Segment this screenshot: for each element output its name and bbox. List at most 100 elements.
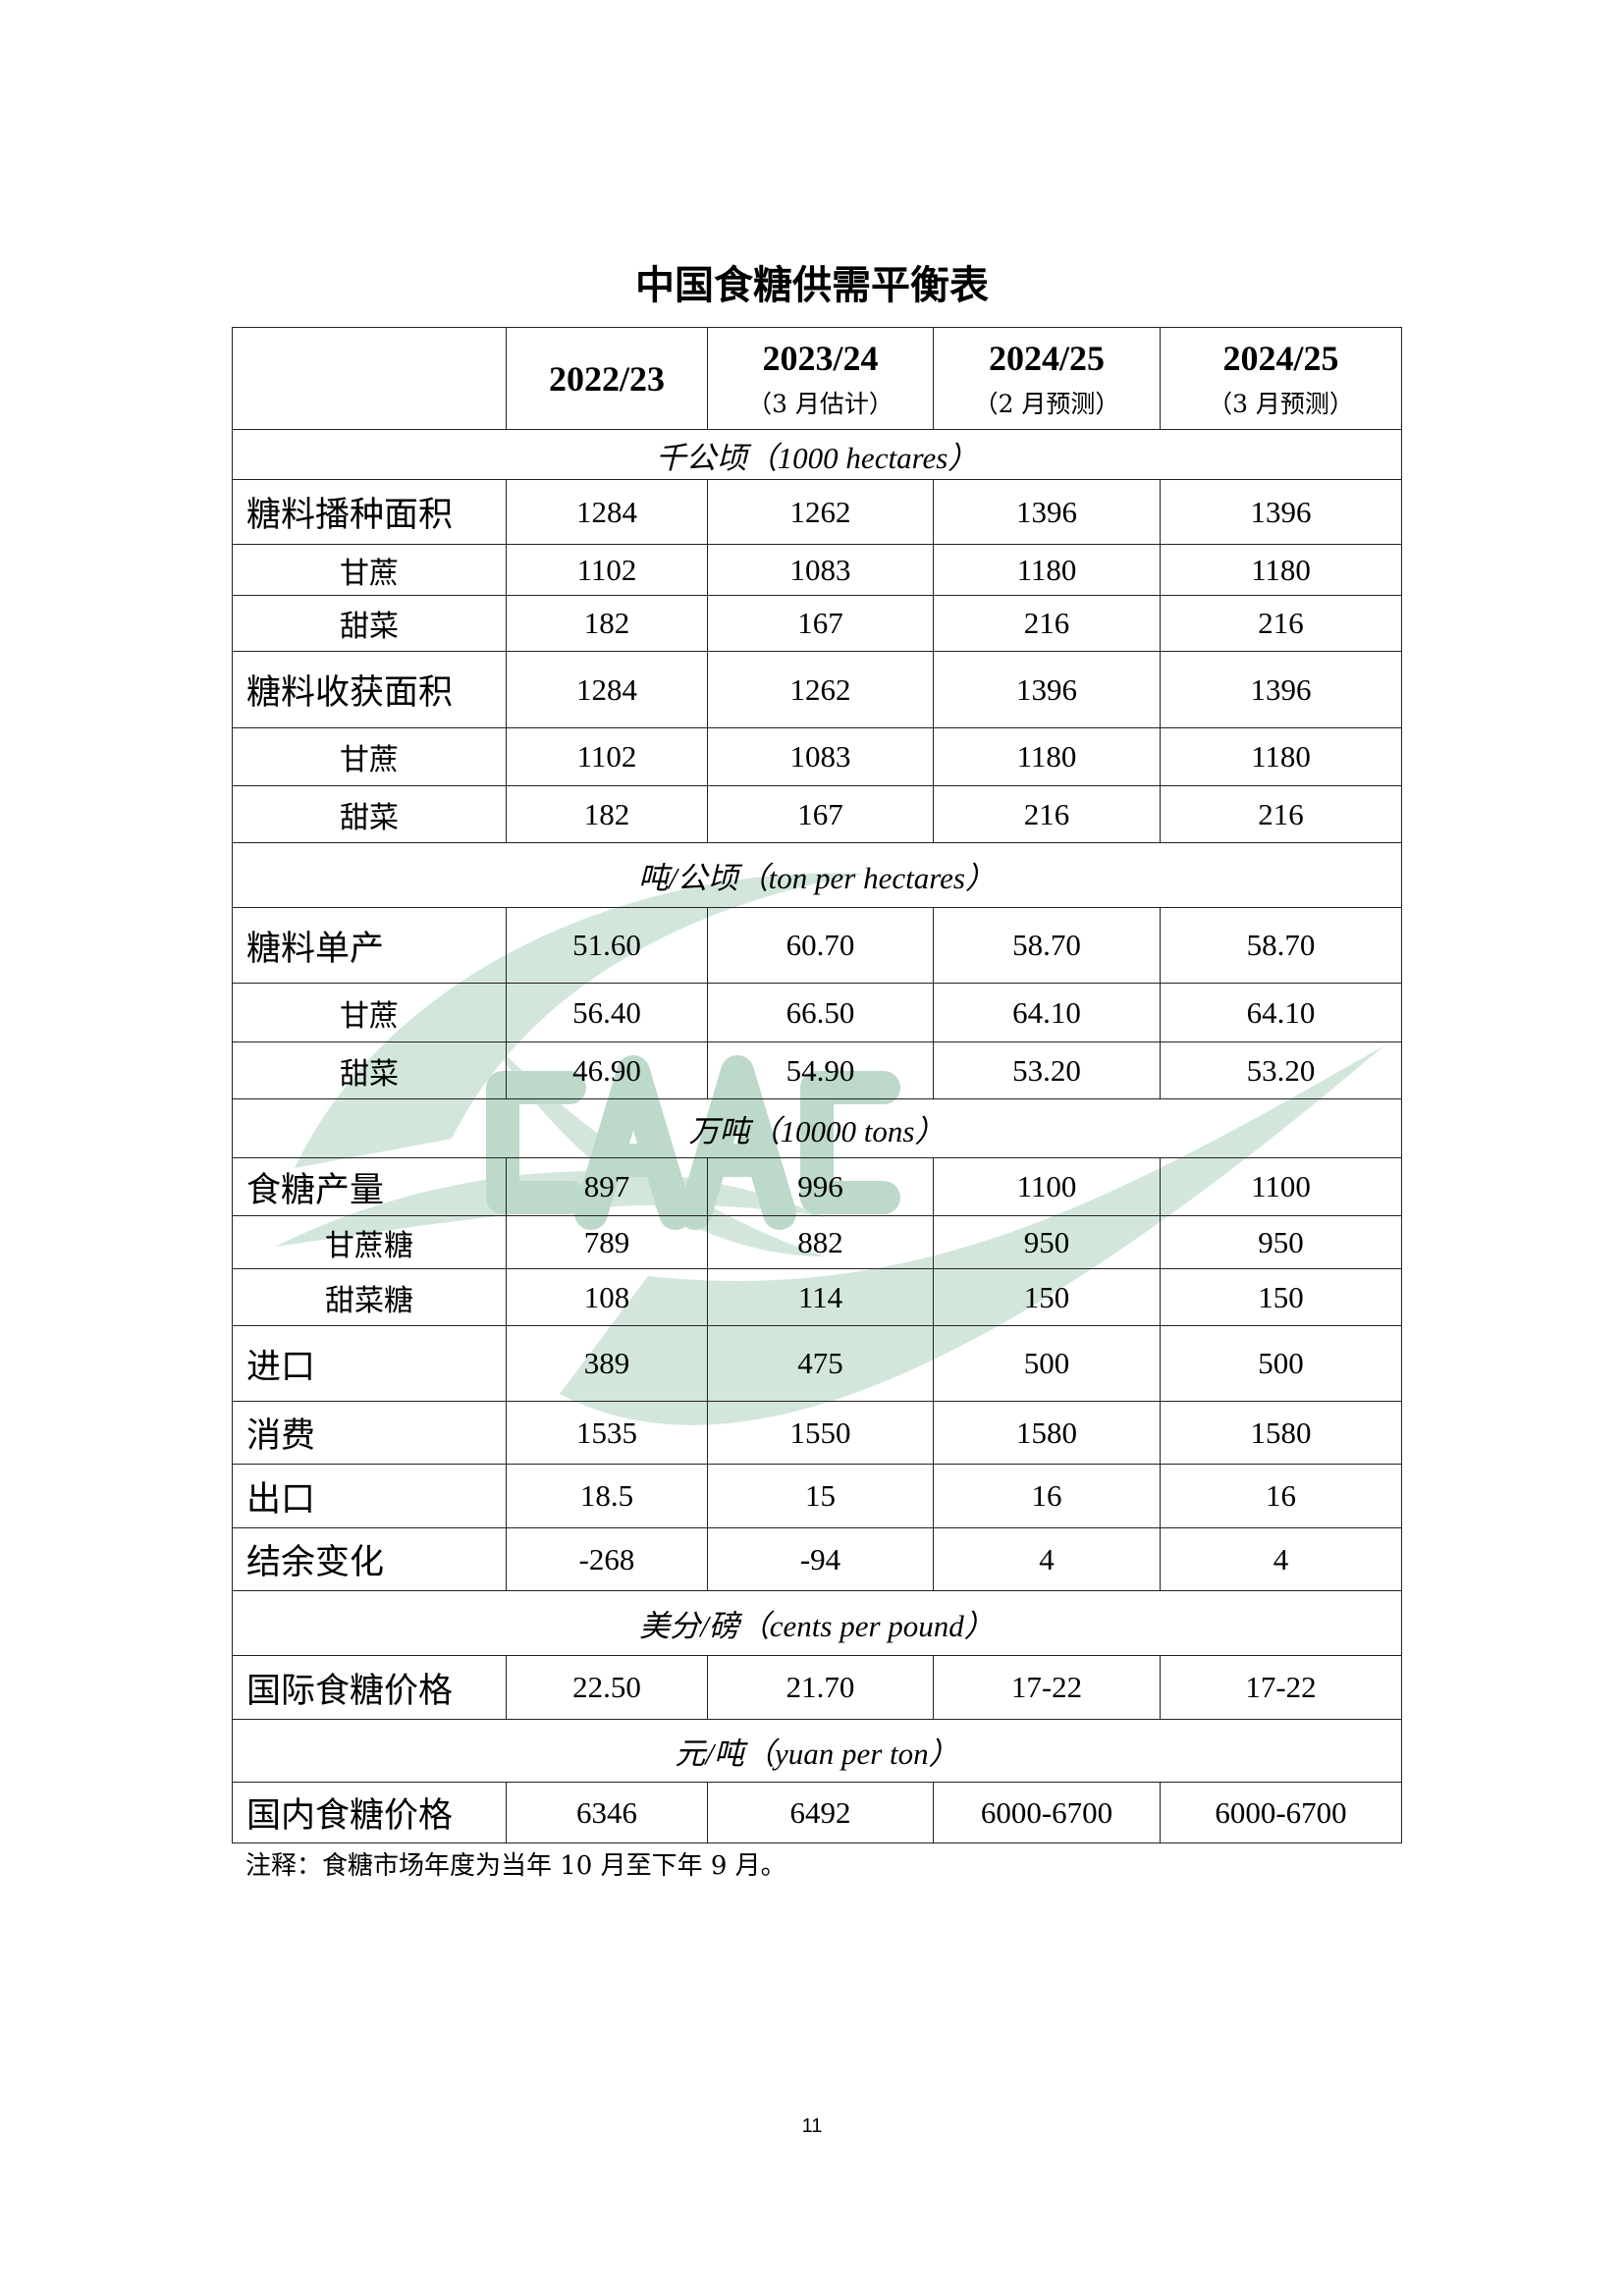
page-title: 中国食糖供需平衡表 (635, 263, 989, 308)
value-cell: -94 (707, 1527, 934, 1591)
value-cell: 1180 (1160, 544, 1402, 596)
value-cell: 21.70 (707, 1655, 934, 1720)
value-cell: 64.10 (1160, 983, 1402, 1042)
value-cell: 500 (933, 1325, 1161, 1402)
row-label: 国际食糖价格 (232, 1655, 507, 1720)
table-note: 注释：食糖市场年度为当年 10 月至下年 9 月。 (245, 1851, 786, 1881)
row-label: 甘蔗 (232, 544, 507, 596)
value-cell: 789 (506, 1215, 708, 1269)
value-cell: 114 (707, 1268, 934, 1326)
value-cell: 1396 (933, 651, 1161, 728)
table-row: 甘蔗 1102 1083 1180 1180 (232, 727, 1402, 786)
value-cell: 475 (707, 1325, 934, 1402)
unit-row: 千公顷（1000 hectares） (232, 429, 1402, 480)
row-label: 甜菜 (232, 595, 507, 652)
value-cell: 1284 (506, 479, 708, 545)
value-cell: 389 (506, 1325, 708, 1402)
unit-label: 元/吨（yuan per ton） (232, 1719, 1402, 1783)
column-header: 2024/25 （2 月预测） (933, 327, 1161, 430)
column-header: 2023/24 （3 月估计） (707, 327, 934, 430)
row-label: 甜菜 (232, 1041, 507, 1099)
value-cell: 1396 (1160, 651, 1402, 728)
sugar-balance-table: 2022/23 2023/24 （3 月估计） 2024/25 （2 月预测） 2024/… (232, 327, 1402, 1843)
value-cell: 950 (1160, 1215, 1402, 1269)
column-note: （3 月预测） (1208, 389, 1354, 418)
row-label: 国内食糖价格 (232, 1782, 507, 1843)
value-cell: 66.50 (707, 983, 934, 1042)
row-label: 食糖产量 (232, 1157, 507, 1216)
value-cell: 1262 (707, 651, 934, 728)
value-cell: 1262 (707, 479, 934, 545)
table-row: 出口 18.5 15 16 16 (232, 1464, 1402, 1528)
value-cell: 996 (707, 1157, 934, 1216)
table-row: 糖料单产 51.60 60.70 58.70 58.70 (232, 907, 1402, 984)
row-label: 出口 (232, 1464, 507, 1528)
value-cell: 58.70 (933, 907, 1161, 984)
value-cell: 22.50 (506, 1655, 708, 1720)
value-cell: 4 (1160, 1527, 1402, 1591)
table-row: 糖料播种面积 1284 1262 1396 1396 (232, 479, 1402, 545)
table-row: 结余变化 -268 -94 4 4 (232, 1527, 1402, 1591)
value-cell: 1580 (1160, 1401, 1402, 1465)
header-row: 2022/23 2023/24 （3 月估计） 2024/25 （2 月预测） 2024/… (232, 327, 1402, 430)
table-row: 甜菜 46.90 54.90 53.20 53.20 (232, 1041, 1402, 1099)
value-cell: 1180 (1160, 727, 1402, 786)
value-cell: 6346 (506, 1782, 708, 1843)
value-cell: 58.70 (1160, 907, 1402, 984)
page-number: 11 (801, 2115, 823, 2137)
value-cell: 882 (707, 1215, 934, 1269)
value-cell: 1284 (506, 651, 708, 728)
table-row: 甜菜 182 167 216 216 (232, 595, 1402, 652)
value-cell: 1100 (1160, 1157, 1402, 1216)
value-cell: 1396 (1160, 479, 1402, 545)
value-cell: 167 (707, 595, 934, 652)
column-year: 2024/25 (1222, 338, 1339, 378)
value-cell: 216 (1160, 785, 1402, 843)
column-note: （2 月预测） (973, 389, 1120, 418)
table-row: 进口 389 475 500 500 (232, 1325, 1402, 1402)
value-cell: 6000-6700 (1160, 1782, 1402, 1843)
value-cell: 51.60 (506, 907, 708, 984)
unit-label: 万吨（10000 tons） (232, 1098, 1402, 1158)
value-cell: 216 (933, 785, 1161, 843)
value-cell: 60.70 (707, 907, 934, 984)
value-cell: 53.20 (933, 1041, 1161, 1099)
value-cell: 1180 (933, 727, 1161, 786)
value-cell: 182 (506, 595, 708, 652)
table-row: 甜菜 182 167 216 216 (232, 785, 1402, 843)
table-row: 甘蔗 1102 1083 1180 1180 (232, 544, 1402, 596)
value-cell: 16 (1160, 1464, 1402, 1528)
value-cell: 4 (933, 1527, 1161, 1591)
value-cell: 56.40 (506, 983, 708, 1042)
row-label: 进口 (232, 1325, 507, 1402)
row-label: 糖料播种面积 (232, 479, 507, 545)
value-cell: 1083 (707, 727, 934, 786)
value-cell: 150 (1160, 1268, 1402, 1326)
value-cell: 16 (933, 1464, 1161, 1528)
value-cell: 17-22 (933, 1655, 1161, 1720)
value-cell: 15 (707, 1464, 934, 1528)
value-cell: 216 (1160, 595, 1402, 652)
value-cell: 6000-6700 (933, 1782, 1161, 1843)
row-label: 甘蔗糖 (232, 1215, 507, 1269)
unit-row: 元/吨（yuan per ton） (232, 1719, 1402, 1783)
value-cell: 216 (933, 595, 1161, 652)
unit-label: 千公顷（1000 hectares） (232, 429, 1402, 480)
header-empty-cell (232, 327, 507, 430)
value-cell: 182 (506, 785, 708, 843)
row-label: 糖料单产 (232, 907, 507, 984)
value-cell: 6492 (707, 1782, 934, 1843)
row-label: 甘蔗 (232, 983, 507, 1042)
table-row: 甘蔗糖 789 882 950 950 (232, 1215, 1402, 1269)
value-cell: 1535 (506, 1401, 708, 1465)
column-year: 2024/25 (988, 338, 1105, 378)
value-cell: 167 (707, 785, 934, 843)
unit-label: 吨/公顷（ton per hectares） (232, 842, 1402, 908)
column-header: 2024/25 （3 月预测） (1160, 327, 1402, 430)
unit-row: 吨/公顷（ton per hectares） (232, 842, 1402, 908)
column-year: 2023/24 (762, 338, 879, 378)
row-label: 甜菜糖 (232, 1268, 507, 1326)
row-label: 结余变化 (232, 1527, 507, 1591)
value-cell: 108 (506, 1268, 708, 1326)
value-cell: -268 (506, 1527, 708, 1591)
